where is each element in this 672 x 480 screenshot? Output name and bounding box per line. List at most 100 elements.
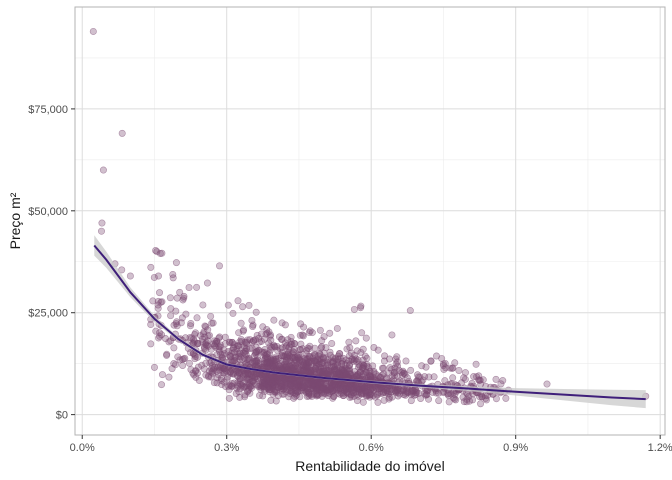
data-point (300, 323, 308, 331)
data-point (381, 352, 389, 360)
data-point (229, 309, 237, 317)
data-point (350, 305, 358, 313)
data-point (156, 329, 164, 337)
data-point (320, 333, 328, 341)
data-point (271, 343, 279, 351)
data-point (401, 370, 409, 378)
data-point (193, 283, 201, 291)
data-point (224, 301, 232, 309)
data-point (449, 394, 457, 402)
data-point (163, 350, 171, 358)
data-point (198, 361, 206, 369)
data-point (170, 360, 178, 368)
data-point (259, 392, 267, 400)
data-point (327, 358, 335, 366)
data-point (199, 301, 207, 309)
data-point (260, 376, 268, 384)
data-point (194, 353, 202, 361)
data-point (340, 382, 348, 390)
data-point (154, 297, 162, 305)
data-point (371, 393, 379, 401)
data-point (374, 398, 382, 406)
data-point (167, 305, 175, 313)
data-point (277, 352, 285, 360)
data-point (192, 373, 200, 381)
data-point (202, 371, 210, 379)
data-point (298, 331, 306, 339)
data-point (221, 340, 229, 348)
data-point (147, 321, 155, 329)
data-point (150, 273, 158, 281)
data-point (318, 360, 326, 368)
data-point (347, 349, 355, 357)
data-point (169, 270, 177, 278)
data-point (389, 376, 397, 384)
data-point (455, 366, 463, 374)
data-point (235, 368, 243, 376)
data-point (393, 358, 401, 366)
data-point (461, 369, 469, 377)
data-point (259, 378, 267, 386)
data-point (255, 338, 263, 346)
data-point (407, 397, 415, 405)
data-point (263, 359, 271, 367)
data-point (174, 353, 182, 361)
data-point (285, 344, 293, 352)
data-point (223, 375, 231, 383)
data-point (418, 362, 426, 370)
data-point (463, 398, 471, 406)
data-point (415, 389, 423, 397)
data-point (357, 349, 365, 357)
data-point (326, 329, 334, 337)
data-point (318, 337, 326, 345)
data-point (316, 326, 324, 334)
data-point (408, 387, 416, 395)
data-point (235, 388, 243, 396)
data-point (362, 334, 370, 342)
data-point (265, 386, 273, 394)
data-point (296, 356, 304, 364)
data-point (477, 400, 485, 408)
x-tick-label: 1.2% (648, 442, 672, 454)
data-point (452, 396, 460, 404)
data-point (181, 334, 189, 342)
data-point (309, 380, 317, 388)
data-point (352, 381, 360, 389)
data-point (417, 395, 425, 403)
smooth-line-layer (93, 244, 646, 401)
data-point (314, 352, 322, 360)
data-point (290, 348, 298, 356)
data-point (349, 386, 357, 394)
data-point (263, 329, 271, 337)
data-point (388, 393, 396, 401)
data-point (246, 383, 254, 391)
x-tick-label: 0.3% (214, 442, 239, 454)
data-point (311, 344, 319, 352)
data-point (335, 350, 343, 358)
data-point (259, 323, 267, 331)
points-layer (89, 27, 650, 408)
data-point (304, 363, 312, 371)
data-point (211, 340, 219, 348)
data-point (220, 367, 228, 375)
data-point (207, 373, 215, 381)
data-point (267, 396, 275, 404)
data-point (98, 219, 106, 227)
data-point (287, 333, 295, 341)
data-point (147, 263, 155, 271)
data-point (421, 373, 429, 381)
data-point (236, 393, 244, 401)
data-point (430, 373, 438, 381)
data-point (147, 340, 155, 348)
data-point (407, 388, 415, 396)
data-point (284, 349, 292, 357)
data-point (240, 354, 248, 362)
data-point (252, 308, 260, 316)
data-point (359, 356, 367, 364)
data-point (296, 351, 304, 359)
data-point (278, 348, 286, 356)
y-tick-label: $50,000 (28, 206, 68, 218)
data-point (99, 166, 107, 174)
data-point (239, 327, 247, 335)
